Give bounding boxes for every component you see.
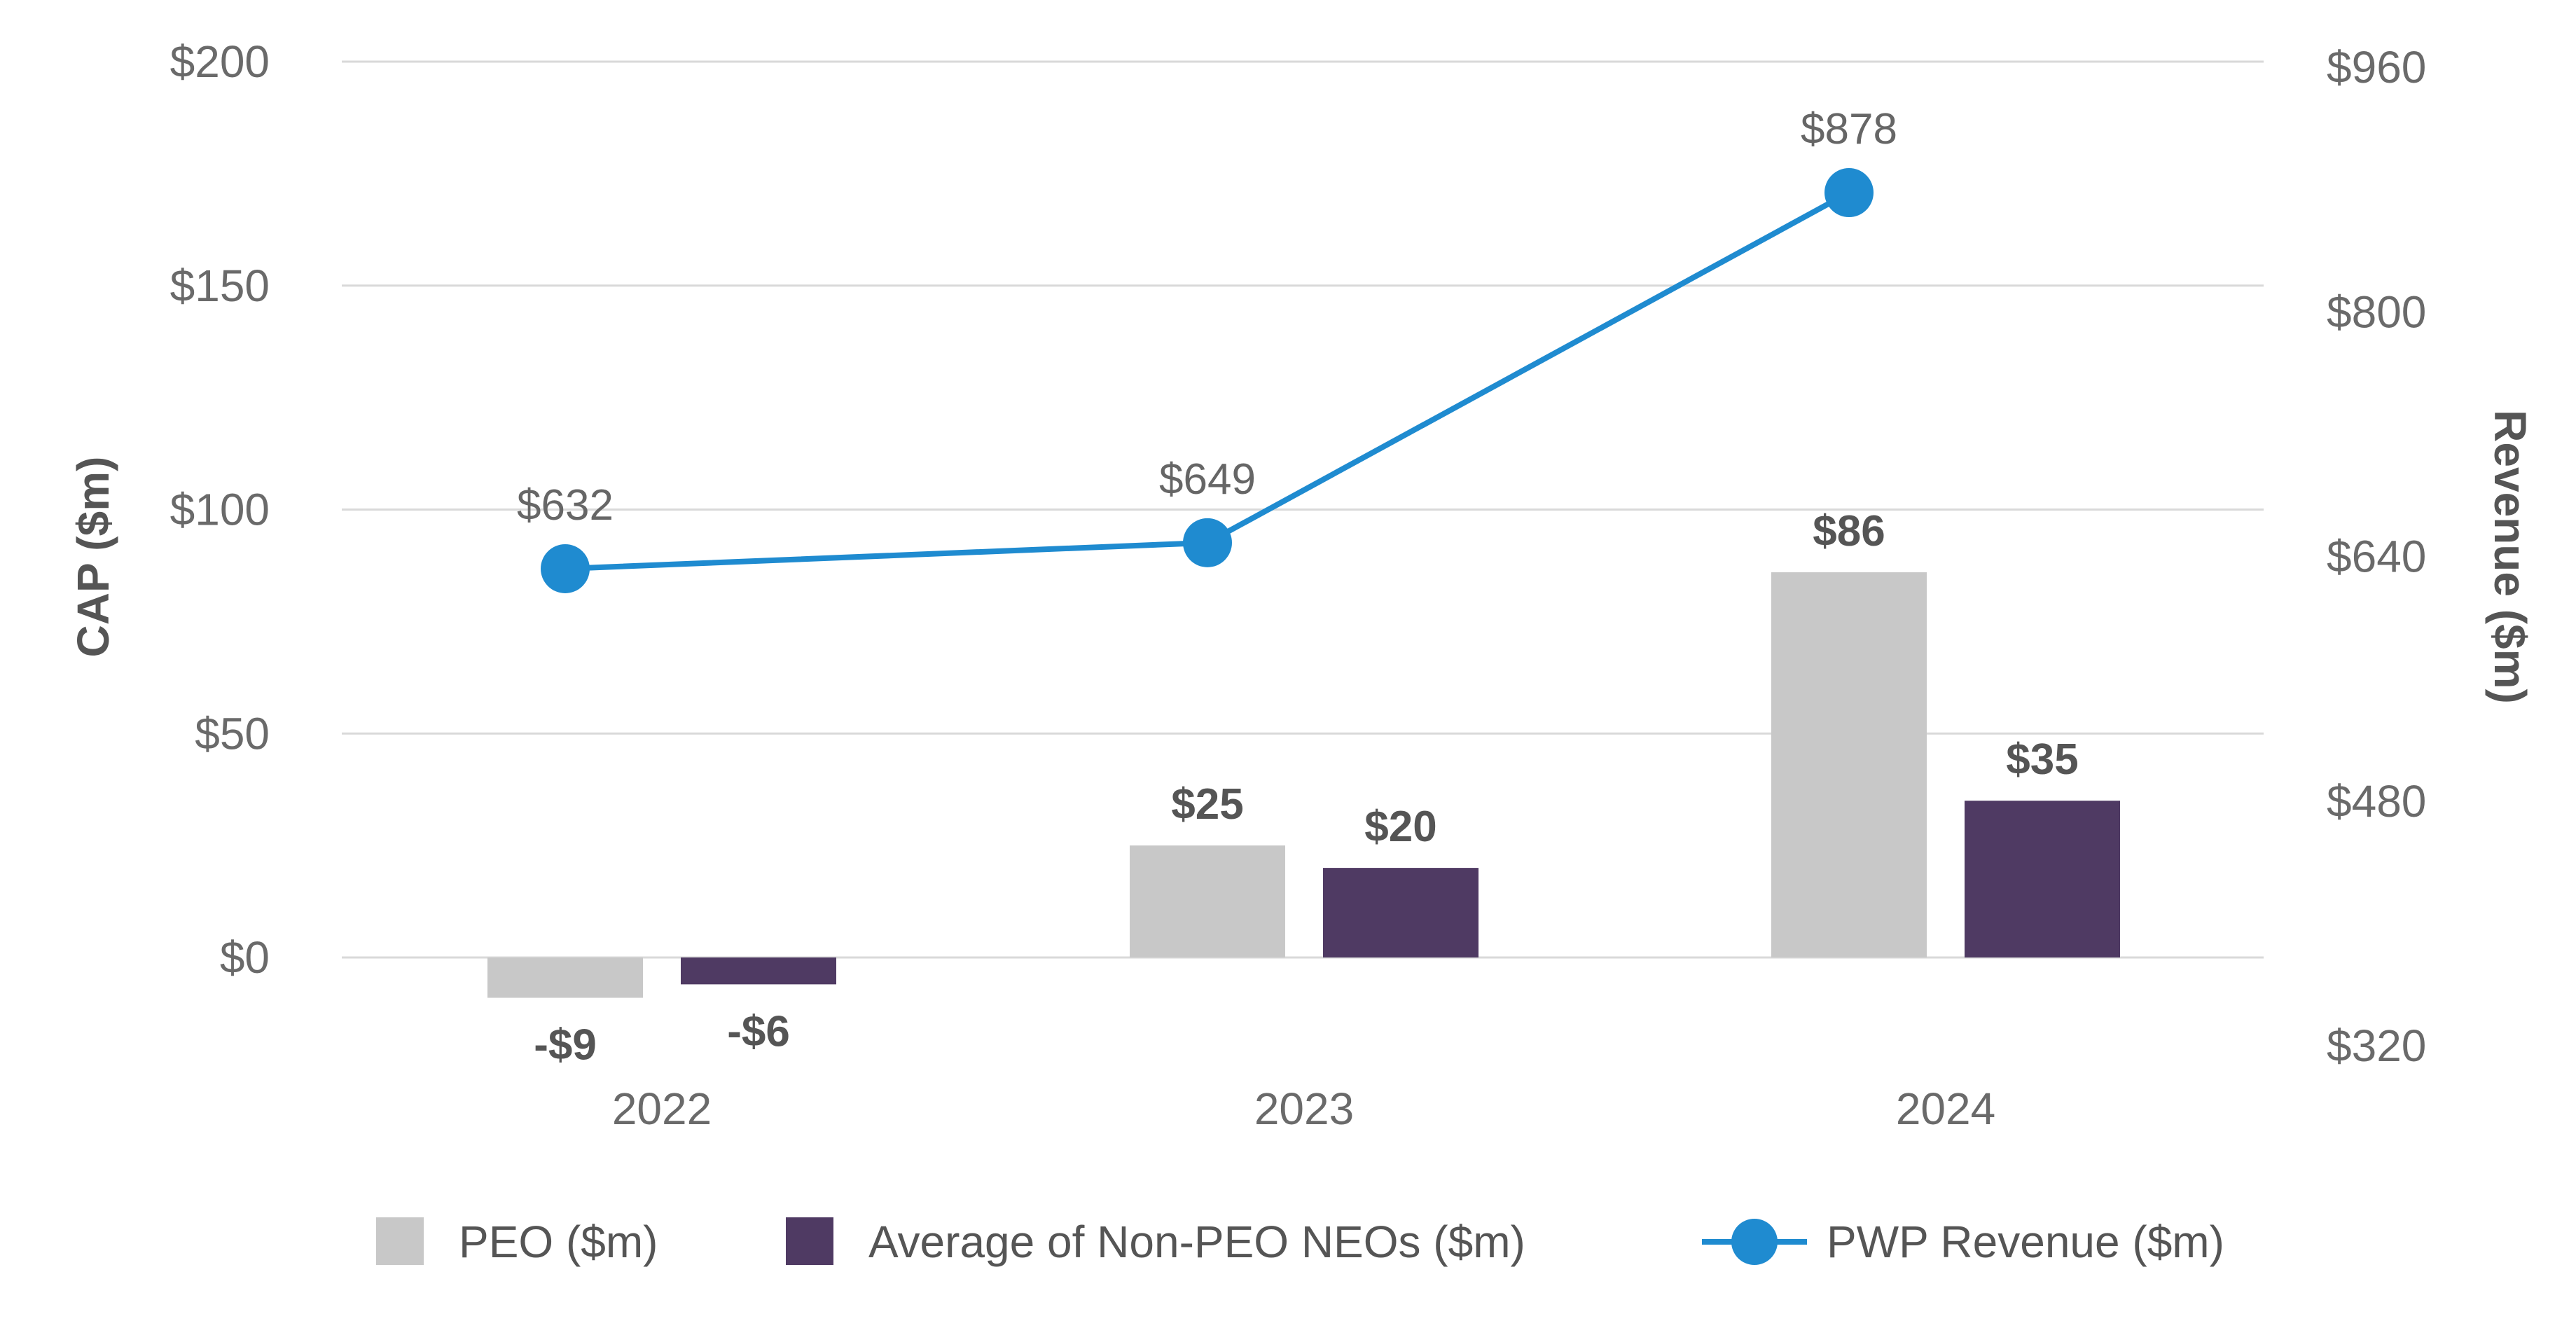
revenue-value-label: $649 — [1159, 455, 1256, 504]
legend-marker — [1731, 1219, 1778, 1265]
right-tick-label: $960 — [2327, 42, 2426, 92]
revenue-point-2022 — [541, 544, 590, 593]
category-label-2024: 2024 — [1896, 1084, 1995, 1134]
right-tick-label: $320 — [2327, 1021, 2426, 1071]
right-axis-title: Revenue ($m) — [2485, 410, 2535, 704]
bar-value-label: $35 — [2006, 735, 2078, 784]
bar-value-label: $25 — [1171, 780, 1243, 829]
revenue-point-2023 — [1183, 518, 1232, 567]
peo-bar-2023 — [1130, 845, 1285, 957]
category-label-2022: 2022 — [612, 1084, 712, 1134]
bar-value-label: -$9 — [534, 1021, 597, 1070]
neo-bar-2022 — [681, 957, 836, 985]
right-tick-label: $480 — [2327, 776, 2426, 826]
left-axis-ticks: $0 $50 $100 $150 $200 — [170, 36, 270, 983]
category-labels: 2022 2023 2024 — [612, 1084, 1995, 1134]
left-tick-label: $150 — [170, 261, 270, 311]
legend-swatch — [376, 1217, 424, 1265]
neo-bar-2023 — [1323, 868, 1479, 957]
left-tick-label: $100 — [170, 485, 270, 535]
bar-value-label: $86 — [1813, 507, 1885, 555]
left-tick-label: $0 — [220, 932, 270, 983]
revenue-value-label: $632 — [517, 481, 614, 530]
peo-bar-2022 — [487, 957, 643, 998]
bar-value-label: -$6 — [727, 1007, 790, 1056]
legend: PEO ($m) Average of Non-PEO NEOs ($m) PWP … — [376, 1217, 2224, 1267]
left-tick-label: $50 — [195, 708, 270, 759]
revenue-point-2024 — [1824, 167, 1874, 217]
revenue-line — [565, 190, 1850, 572]
left-axis-title: CAP ($m) — [68, 457, 118, 658]
revenue-line-series: $632 $649 $878 — [517, 105, 1897, 593]
left-tick-label: $200 — [170, 36, 270, 87]
legend-label: Average of Non-PEO NEOs ($m) — [868, 1217, 1525, 1267]
revenue-value-label: $878 — [1801, 105, 1897, 153]
neo-bar-2024 — [1965, 801, 2120, 957]
peo-bar-2024 — [1771, 572, 1927, 957]
gridlines — [342, 60, 2264, 959]
legend-swatch — [786, 1217, 833, 1265]
legend-label: PWP Revenue ($m) — [1827, 1217, 2224, 1267]
bar-value-label: $20 — [1364, 803, 1436, 851]
right-tick-label: $640 — [2327, 532, 2426, 582]
right-axis-ticks: $320 $480 $640 $800 $960 — [2327, 42, 2426, 1071]
bars: -$9 $25 $86 -$6 $20 $35 — [487, 507, 2120, 1070]
legend-label: PEO ($m) — [459, 1217, 658, 1267]
category-label-2023: 2023 — [1254, 1084, 1354, 1134]
right-tick-label: $800 — [2327, 286, 2426, 337]
